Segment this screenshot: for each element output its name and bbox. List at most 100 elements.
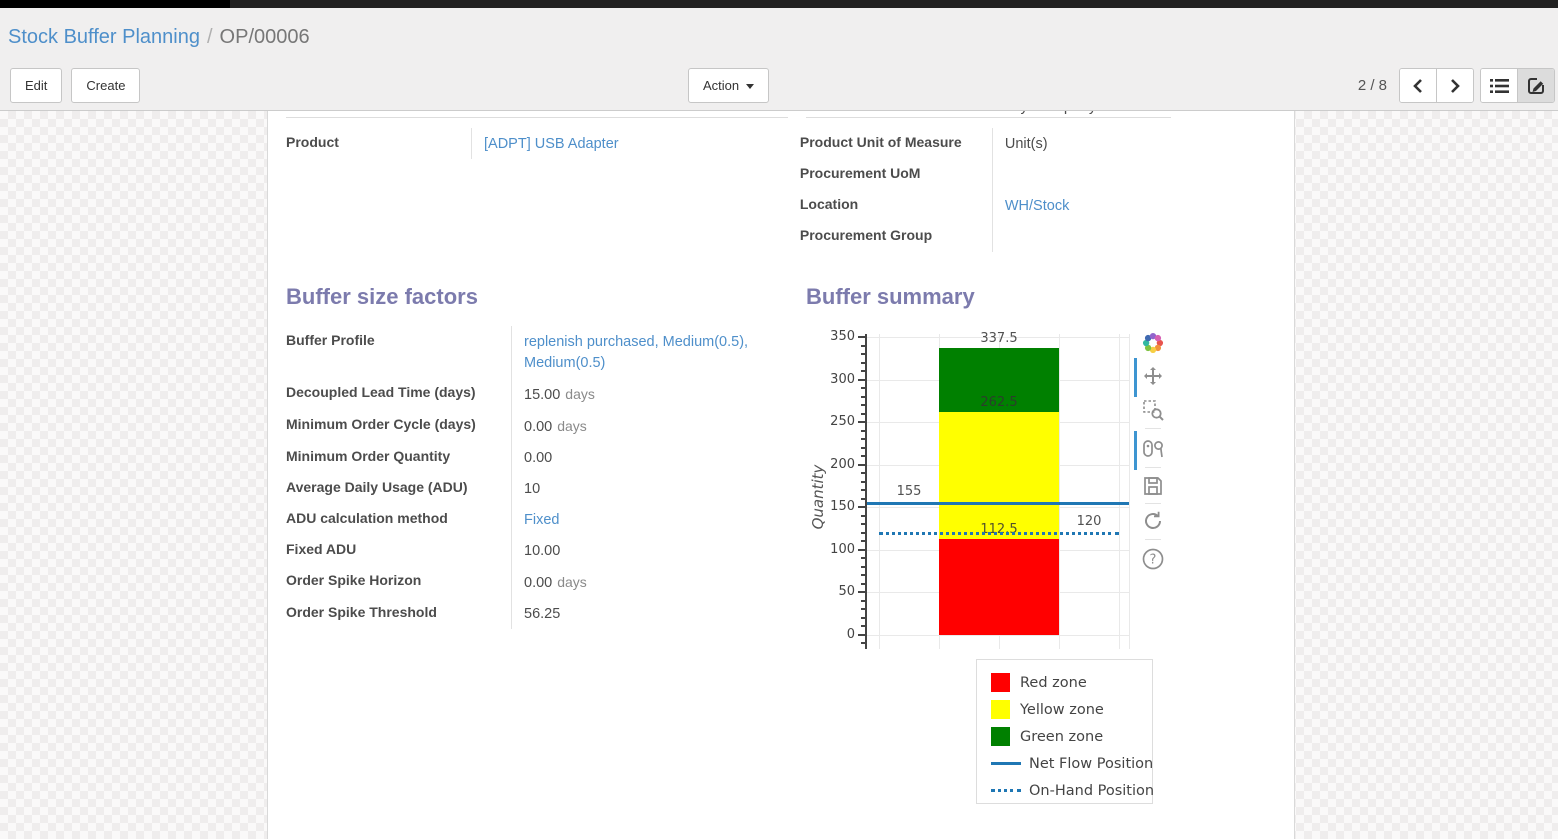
- field-value: 10: [511, 473, 767, 504]
- line-annotation: 120: [1076, 513, 1102, 529]
- action-dropdown-button[interactable]: Action: [688, 68, 770, 103]
- compare-hover-icon[interactable]: [1141, 437, 1165, 461]
- legend-swatch: [991, 789, 1021, 792]
- modebar-active-indicator: [1134, 431, 1137, 470]
- field-label: Procurement Group: [799, 227, 933, 243]
- legend-label: On-Hand Position: [1029, 782, 1155, 799]
- bar-zone-yellow: [939, 411, 1059, 540]
- y-tick: [861, 472, 865, 475]
- field-label: Fixed ADU: [286, 541, 357, 557]
- y-tick: [858, 336, 865, 339]
- svg-text:?: ?: [1150, 553, 1157, 568]
- field-value: 0.00 days: [511, 410, 767, 442]
- buffer-factors-field-group: Buffer Profile replenish purchased, Mediu…: [286, 326, 806, 629]
- field-value[interactable]: replenish purchased, Medium(0.5), Medium…: [511, 326, 767, 378]
- field-row: Average Daily Usage (ADU) 10: [286, 473, 806, 504]
- y-tick: [861, 582, 865, 585]
- field-row: Order Spike Threshold 56.25: [286, 598, 806, 629]
- pan-icon[interactable]: [1141, 365, 1165, 389]
- y-tick: [858, 591, 865, 594]
- breadcrumb-parent-link[interactable]: Stock Buffer Planning: [8, 26, 200, 48]
- list-view-button[interactable]: [1481, 69, 1517, 102]
- field-value: 0.00 days: [511, 566, 767, 598]
- field-label: Order Spike Threshold: [286, 604, 437, 620]
- list-icon: [1489, 78, 1509, 93]
- legend-item[interactable]: Green zone: [991, 723, 1152, 750]
- field-value: Unit(s): [991, 128, 1294, 159]
- y-tick: [861, 599, 865, 602]
- reset-axes-icon[interactable]: [1141, 509, 1165, 533]
- legend-swatch: [991, 673, 1010, 692]
- y-tick: [861, 404, 865, 407]
- breadcrumb: Stock Buffer Planning / OP/00006: [0, 8, 1558, 56]
- y-tick: [861, 480, 865, 483]
- field-value[interactable]: Fixed: [511, 504, 767, 535]
- legend-item[interactable]: Yellow zone: [991, 696, 1152, 723]
- download-plot-icon[interactable]: [1141, 474, 1165, 498]
- y-tick: [861, 395, 865, 398]
- field-value: 0.00: [511, 442, 767, 473]
- y-tick-label: 150: [830, 499, 855, 515]
- field-value: 10.00: [511, 535, 767, 566]
- y-tick-label: 50: [838, 584, 855, 600]
- field-value[interactable]: WH/Stock: [991, 190, 1294, 221]
- y-tick: [858, 378, 865, 381]
- pager-previous-button[interactable]: [1400, 69, 1436, 102]
- field-unit: days: [557, 574, 587, 590]
- legend-swatch: [991, 727, 1010, 746]
- field-label: Procurement UoM: [799, 165, 921, 181]
- legend-label: Net Flow Position: [1029, 755, 1154, 772]
- on-hand-position-line: [879, 531, 1119, 535]
- legend-item[interactable]: Net Flow Position: [991, 750, 1154, 777]
- form-view-button[interactable]: [1517, 69, 1554, 102]
- y-tick: [861, 625, 865, 628]
- y-tick-label: 200: [830, 456, 855, 472]
- chevron-right-icon: [1451, 78, 1460, 93]
- buffer-summary-section: Buffer summary 0 50 100 150 200 250 300 350 112.…: [806, 284, 1294, 808]
- legend-item[interactable]: Red zone: [991, 669, 1152, 696]
- control-panel: Stock Buffer Planning / OP/00006 Edit Crea…: [0, 8, 1558, 111]
- field-row: ADU calculation method Fixed: [286, 504, 806, 535]
- y-tick: [861, 642, 865, 645]
- create-button[interactable]: Create: [71, 68, 141, 103]
- edit-button[interactable]: Edit: [10, 68, 63, 103]
- legend-label: Red zone: [1020, 674, 1087, 691]
- modebar-active-indicator: [1134, 358, 1137, 397]
- x-gridline: [879, 334, 880, 649]
- pager-counter: 2 / 8: [1357, 77, 1387, 94]
- field-label: Product: [286, 134, 339, 150]
- procurement-field-group: Product Unit of Measure Unit(s) Procuremen…: [800, 128, 1294, 252]
- bar-zone-red: [939, 539, 1059, 635]
- help-icon[interactable]: ?: [1141, 547, 1165, 571]
- legend-swatch: [991, 700, 1010, 719]
- y-tick: [858, 633, 865, 636]
- field-label: ADU calculation method: [286, 510, 448, 526]
- x-gridline: [1059, 334, 1060, 649]
- y-tick: [861, 353, 865, 356]
- chart-plot-area: 0 50 100 150 200 250 300 350 112.5 262.5 337.5 155 1…: [809, 326, 1173, 656]
- y-tick: [858, 506, 865, 509]
- x-gridline: [1119, 334, 1120, 649]
- y-tick: [861, 429, 865, 432]
- chart-legend: Red zone Yellow zone Green zone Net Flow Po…: [976, 659, 1155, 804]
- field-label: Order Spike Horizon: [286, 572, 422, 588]
- field-label: Minimum Order Quantity: [286, 448, 451, 464]
- y-axis-title: Quantity: [809, 464, 827, 530]
- field-label: Product Unit of Measure: [799, 134, 962, 150]
- field-label: Location: [799, 196, 859, 212]
- y-tick-label: 250: [830, 414, 855, 430]
- field-row: Location WH/Stock: [800, 190, 1294, 221]
- y-tick-label: 300: [830, 371, 855, 387]
- y-tick: [861, 616, 865, 619]
- field-value[interactable]: [ADPT] USB Adapter: [471, 128, 800, 159]
- y-tick: [861, 489, 865, 492]
- y-tick: [858, 548, 865, 551]
- line-annotation: 155: [896, 483, 922, 499]
- legend-item[interactable]: On-Hand Position: [991, 777, 1155, 804]
- pager-next-button[interactable]: [1436, 69, 1473, 102]
- plotly-logo-icon[interactable]: [1141, 331, 1165, 355]
- breadcrumb-separator: /: [206, 26, 213, 48]
- box-zoom-icon[interactable]: [1141, 398, 1165, 422]
- field-row: Product Unit of Measure Unit(s): [800, 128, 1294, 159]
- field-label: Decoupled Lead Time (days): [286, 384, 476, 400]
